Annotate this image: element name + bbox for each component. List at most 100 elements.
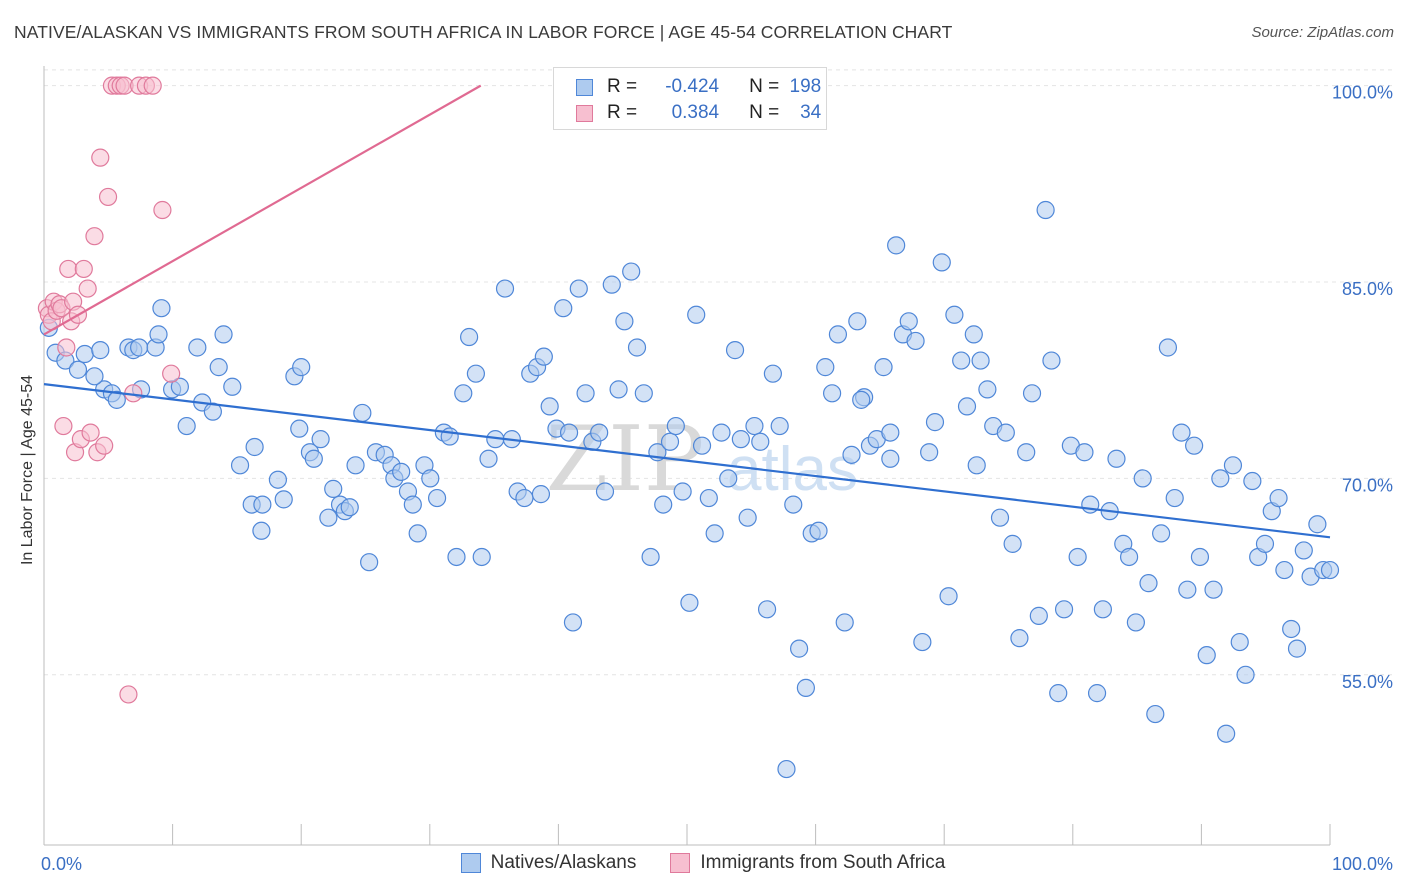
data-point-natives [996,423,1015,442]
trend-line-immigrants [43,84,482,336]
data-point-natives [770,416,789,436]
legend-r-value: 0.384 [671,102,720,123]
data-point-natives [403,495,422,514]
series-immigrants-south-africa [37,76,181,704]
data-point-natives [107,390,126,409]
data-point-natives [1093,600,1112,619]
legend-swatch-blue [460,853,481,873]
data-point-immigrants [95,436,114,455]
data-point-natives [427,488,447,508]
data-point-natives [1029,606,1048,625]
data-point-natives [245,437,264,457]
data-point-natives [615,312,634,331]
data-point-natives [1165,488,1184,508]
y-tick-label: 85.0% [1342,279,1393,299]
data-point-natives [738,508,757,527]
data-point-immigrants [98,187,118,207]
data-point-natives [1178,580,1197,599]
data-point-natives [945,305,964,324]
legend-n-value: 198 [789,76,822,97]
legend-row-natives: R = -0.424 N = 198 [576,74,821,100]
data-point-natives [223,377,242,396]
data-point-natives [978,380,997,399]
data-point-natives [454,384,473,403]
trend-lines [43,84,1331,539]
legend-r-value: -0.424 [665,76,720,97]
data-point-natives [967,456,986,475]
data-point-natives [957,397,977,416]
data-point-natives [68,360,88,379]
data-point-immigrants [74,259,93,279]
data-point-natives [421,469,440,488]
data-point-immigrants [54,416,73,436]
data-point-natives [1139,574,1158,593]
data-point-natives [460,327,479,347]
x-tick-label: 100.0% [1332,854,1393,874]
axes [43,66,1331,846]
data-point-immigrants [78,279,97,298]
data-point-natives [1236,665,1255,684]
legend-r-label: R = [607,102,638,123]
data-point-natives [1152,524,1171,543]
data-point-natives [340,498,359,517]
data-point-natives [576,384,595,403]
data-point-natives [731,430,750,449]
data-point-natives [874,358,893,377]
data-point-natives [353,403,372,423]
data-point-natives [304,449,323,468]
data-point-natives [719,469,738,488]
data-point-natives [971,351,990,370]
data-point-natives [1119,547,1139,567]
data-point-natives [152,299,171,318]
data-point-natives [290,419,309,438]
data-point-natives [447,547,466,567]
data-point-natives [680,593,699,612]
data-point-natives [1190,547,1210,567]
data-point-natives [1036,200,1055,220]
data-point-natives [1217,724,1236,743]
data-point-natives [75,344,94,364]
chart-title: NATIVE/ALASKAN VS IMMIGRANTS FROM SOUTH … [14,22,953,42]
data-point-natives [925,413,945,432]
legend-swatch-pink [670,853,691,873]
data-point-natives [311,430,330,449]
legend-label-immigrants: Immigrants from South Africa [700,852,946,873]
data-point-immigrants [57,338,76,357]
data-point-natives [1282,619,1301,639]
data-point-natives [479,449,498,468]
data-point-natives [472,547,491,567]
data-point-natives [563,613,583,632]
data-point-natives [906,331,925,351]
data-point-natives [622,262,641,281]
data-point-natives [751,432,770,451]
data-point-natives [214,325,233,344]
data-point-natives [842,445,861,464]
correlation-legend: R = -0.424 N = 198 R = 0.384 N = 34 [553,67,827,130]
data-point-natives [939,587,958,606]
data-point-natives [687,305,706,324]
trend-line-natives [43,383,1331,539]
y-tick-label: 55.0% [1342,672,1393,692]
data-point-natives [602,275,621,294]
data-point-natives [149,325,168,344]
data-point-natives [177,416,196,436]
data-point-natives [757,600,777,619]
data-point-natives [816,358,835,377]
data-point-natives [1054,600,1074,619]
data-point-natives [796,678,815,697]
legend-r-label: R = [607,76,638,97]
data-point-natives [1255,534,1275,553]
data-point-natives [1022,384,1042,403]
data-point-immigrants [85,227,104,246]
data-point-natives [627,338,647,357]
data-point-natives [1230,632,1249,652]
data-point-natives [990,508,1010,527]
data-point-natives [440,427,459,446]
data-point-natives [170,377,189,396]
data-point-immigrants [162,364,181,383]
data-point-natives [408,524,427,543]
data-point-natives [699,488,718,508]
data-point-natives [590,423,609,442]
data-point-natives [209,358,228,377]
